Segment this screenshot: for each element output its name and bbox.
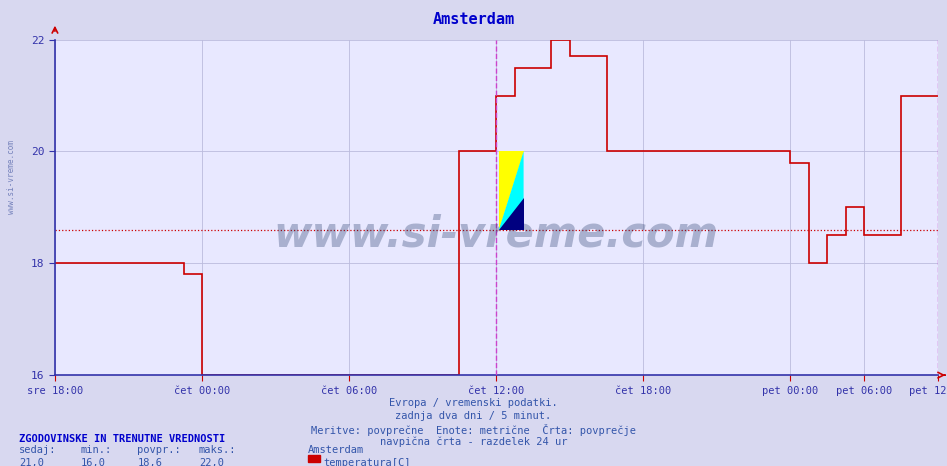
- Polygon shape: [499, 199, 524, 230]
- Text: www.si-vreme.com: www.si-vreme.com: [274, 213, 719, 255]
- Text: maks.:: maks.:: [199, 445, 237, 455]
- Text: 18,6: 18,6: [137, 458, 162, 466]
- Text: Meritve: povprečne  Enote: metrične  Črta: povprečje: Meritve: povprečne Enote: metrične Črta:…: [311, 424, 636, 436]
- Text: 21,0: 21,0: [19, 458, 44, 466]
- Polygon shape: [499, 151, 524, 230]
- Text: Amsterdam: Amsterdam: [433, 12, 514, 27]
- Text: Evropa / vremenski podatki.: Evropa / vremenski podatki.: [389, 398, 558, 408]
- Text: zadnja dva dni / 5 minut.: zadnja dva dni / 5 minut.: [396, 411, 551, 421]
- Text: sedaj:: sedaj:: [19, 445, 57, 455]
- Text: min.:: min.:: [80, 445, 112, 455]
- Text: navpična črta - razdelek 24 ur: navpična črta - razdelek 24 ur: [380, 436, 567, 447]
- Text: 22,0: 22,0: [199, 458, 223, 466]
- Text: Amsterdam: Amsterdam: [308, 445, 364, 455]
- Text: www.si-vreme.com: www.si-vreme.com: [7, 140, 16, 214]
- Text: temperatura[C]: temperatura[C]: [324, 458, 411, 466]
- Text: ZGODOVINSKE IN TRENUTNE VREDNOSTI: ZGODOVINSKE IN TRENUTNE VREDNOSTI: [19, 434, 225, 444]
- Text: povpr.:: povpr.:: [137, 445, 181, 455]
- Text: 16,0: 16,0: [80, 458, 105, 466]
- Polygon shape: [499, 151, 524, 230]
